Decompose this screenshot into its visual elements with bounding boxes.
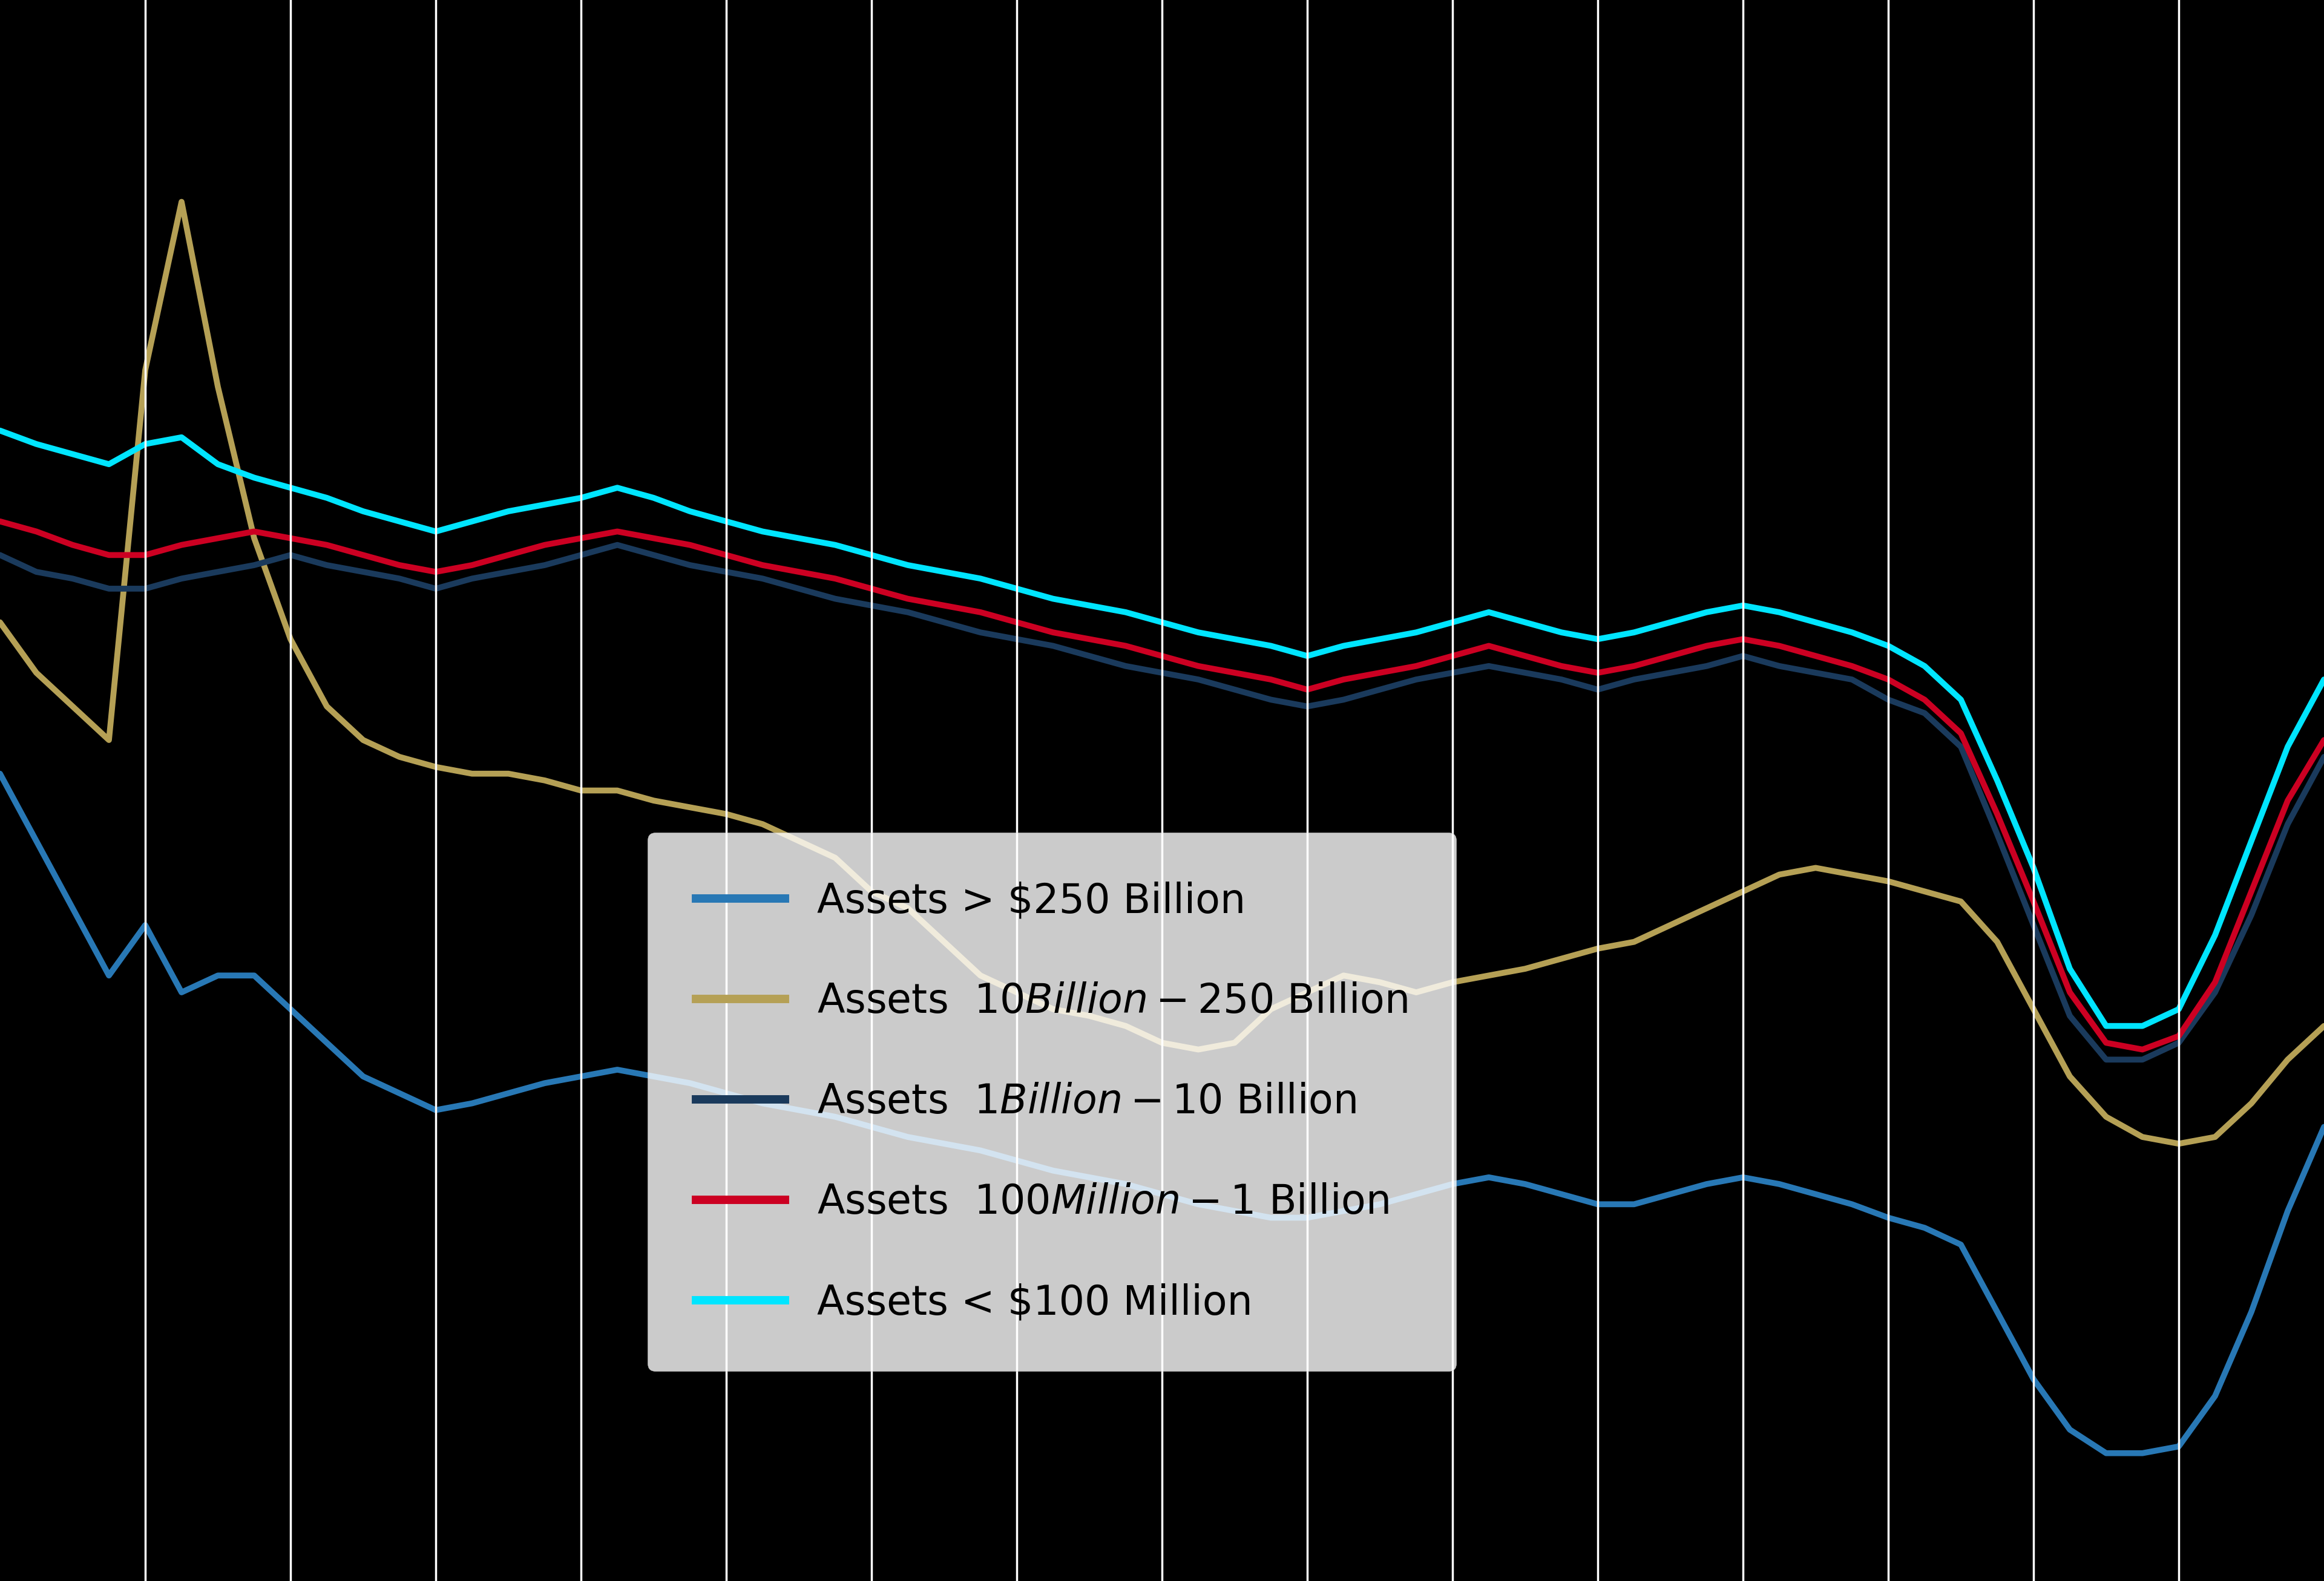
Line: Assets  $10 Billion - $250 Billion: Assets $10 Billion - $250 Billion [0, 202, 2324, 1143]
Assets > $250 Billion [1185, 1195, 1213, 1214]
Assets  $1 Billion - $10 Billion [2238, 906, 2266, 925]
Assets  $1 Billion - $10 Billion [530, 555, 558, 574]
Legend: Assets > $250 Billion, Assets  $10 Billion - $250 Billion, Assets  $1 Billion - : Assets > $250 Billion, Assets $10 Billio… [648, 833, 1457, 1371]
Assets  $1 Billion - $10 Billion [1220, 680, 1248, 699]
Assets > $250 Billion [0, 764, 14, 783]
Assets  $100 Million - $1 Billion [967, 602, 995, 621]
Assets  $1 Billion - $10 Billion [604, 536, 632, 555]
Assets > $250 Billion [2310, 1118, 2324, 1137]
Assets < $100 Million [676, 501, 704, 520]
Assets > $250 Billion [676, 1073, 704, 1092]
Assets > $250 Billion [1982, 1303, 2010, 1322]
Assets  $100 Million - $1 Billion [2310, 730, 2324, 749]
Assets  $1 Billion - $10 Billion [2310, 748, 2324, 767]
Assets  $10 Billion - $250 Billion [2020, 999, 2047, 1018]
Assets  $10 Billion - $250 Billion [0, 613, 14, 632]
Assets > $250 Billion [2238, 1303, 2266, 1322]
Line: Assets < $100 Million: Assets < $100 Million [0, 430, 2324, 1026]
Assets  $10 Billion - $250 Billion [1004, 983, 1032, 1002]
Assets  $1 Billion - $10 Billion [0, 545, 14, 564]
Line: Assets > $250 Billion: Assets > $250 Billion [0, 773, 2324, 1453]
Assets < $100 Million [0, 421, 14, 440]
Assets  $1 Billion - $10 Billion [711, 563, 739, 582]
Assets  $10 Billion - $250 Billion [167, 193, 195, 212]
Assets  $10 Billion - $250 Billion [2166, 1134, 2194, 1153]
Assets  $10 Billion - $250 Billion [567, 781, 595, 800]
Assets > $250 Billion [967, 1141, 995, 1160]
Line: Assets  $1 Billion - $10 Billion: Assets $1 Billion - $10 Billion [0, 545, 2324, 1059]
Assets  $10 Billion - $250 Billion [2238, 1094, 2266, 1113]
Assets  $10 Billion - $250 Billion [711, 805, 739, 824]
Line: Assets  $100 Million - $1 Billion: Assets $100 Million - $1 Billion [0, 522, 2324, 1050]
Assets  $1 Billion - $10 Billion [2092, 1050, 2119, 1069]
Assets  $1 Billion - $10 Billion [2020, 915, 2047, 934]
Assets < $100 Million [2092, 1017, 2119, 1036]
Assets  $100 Million - $1 Billion [2129, 1040, 2157, 1059]
Assets < $100 Million [530, 495, 558, 514]
Assets > $250 Billion [530, 1073, 558, 1092]
Assets > $250 Billion [2092, 1443, 2119, 1462]
Assets  $100 Million - $1 Billion [530, 536, 558, 555]
Assets  $100 Million - $1 Billion [676, 536, 704, 555]
Assets  $100 Million - $1 Billion [1185, 656, 1213, 675]
Assets < $100 Million [967, 569, 995, 588]
Assets < $100 Million [2310, 670, 2324, 689]
Assets  $10 Billion - $250 Billion [2310, 1017, 2324, 1036]
Assets  $1 Billion - $10 Billion [1004, 629, 1032, 648]
Assets < $100 Million [1185, 623, 1213, 642]
Assets  $100 Million - $1 Billion [0, 512, 14, 531]
Assets < $100 Million [2238, 832, 2266, 851]
Assets  $100 Million - $1 Billion [2238, 882, 2266, 901]
Assets  $10 Billion - $250 Billion [1220, 1034, 1248, 1053]
Assets  $100 Million - $1 Billion [1982, 805, 2010, 824]
Assets < $100 Million [1982, 772, 2010, 790]
